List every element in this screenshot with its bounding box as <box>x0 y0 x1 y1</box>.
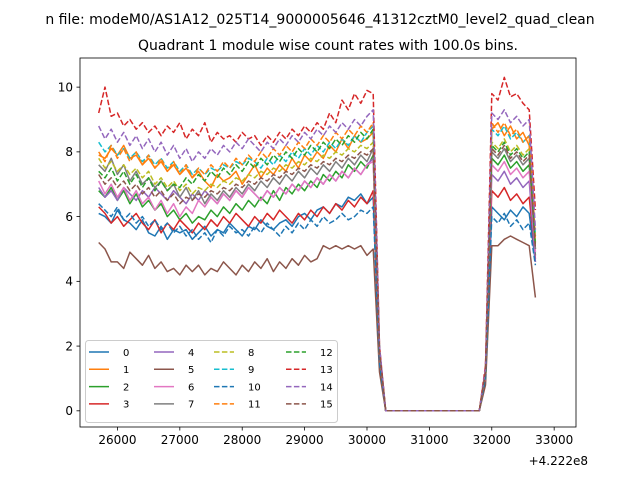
legend-label-8: 8 <box>248 348 254 359</box>
y-tick-label: 6 <box>65 210 73 224</box>
x-tick-label: 33000 <box>535 433 573 447</box>
axes-frame <box>79 57 577 428</box>
legend-label-10: 10 <box>248 382 261 393</box>
legend-box <box>85 340 338 423</box>
legend-label-0: 0 <box>123 348 129 359</box>
legend-label-3: 3 <box>123 400 129 411</box>
legend-label-15: 15 <box>320 400 333 411</box>
legend-label-2: 2 <box>123 382 129 393</box>
legend-label-1: 1 <box>123 365 129 376</box>
x-tick-label: 28000 <box>223 433 261 447</box>
legend-label-11: 11 <box>248 400 261 411</box>
y-tick-label: 4 <box>65 275 73 289</box>
legend-label-6: 6 <box>188 382 194 393</box>
y-tick-label: 8 <box>65 145 73 159</box>
x-offset-label: +4.222e8 <box>529 454 588 468</box>
x-tick-label: 27000 <box>161 433 199 447</box>
x-tick-label: 29000 <box>286 433 324 447</box>
legend-label-4: 4 <box>188 348 194 359</box>
plot-area: 26000 27000 28000 29000 30000 31000 32000 33000… <box>58 57 577 447</box>
legend-label-12: 12 <box>320 348 333 359</box>
series-line-10 <box>98 203 537 412</box>
x-tick-label: 30000 <box>348 433 386 447</box>
x-tick-label: 31000 <box>410 433 448 447</box>
x-tick-label: 26000 <box>98 433 136 447</box>
y-tick-label: 2 <box>65 339 73 353</box>
series-line-13 <box>97 76 537 412</box>
figure-suptitle: n file: modeM0/AS1A12_025T14_9000005646_… <box>45 12 594 28</box>
legend-label-14: 14 <box>320 382 333 393</box>
series-line-15 <box>98 144 537 412</box>
x-tick-label: 32000 <box>473 433 511 447</box>
legend-label-7: 7 <box>188 400 194 411</box>
legend-label-13: 13 <box>320 365 333 376</box>
y-tick-label: 10 <box>58 80 73 94</box>
legend-label-9: 9 <box>248 365 254 376</box>
chart-title: Quadrant 1 module wise count rates with … <box>138 38 518 54</box>
legend-label-5: 5 <box>188 365 194 376</box>
y-tick-label: 0 <box>65 404 73 418</box>
